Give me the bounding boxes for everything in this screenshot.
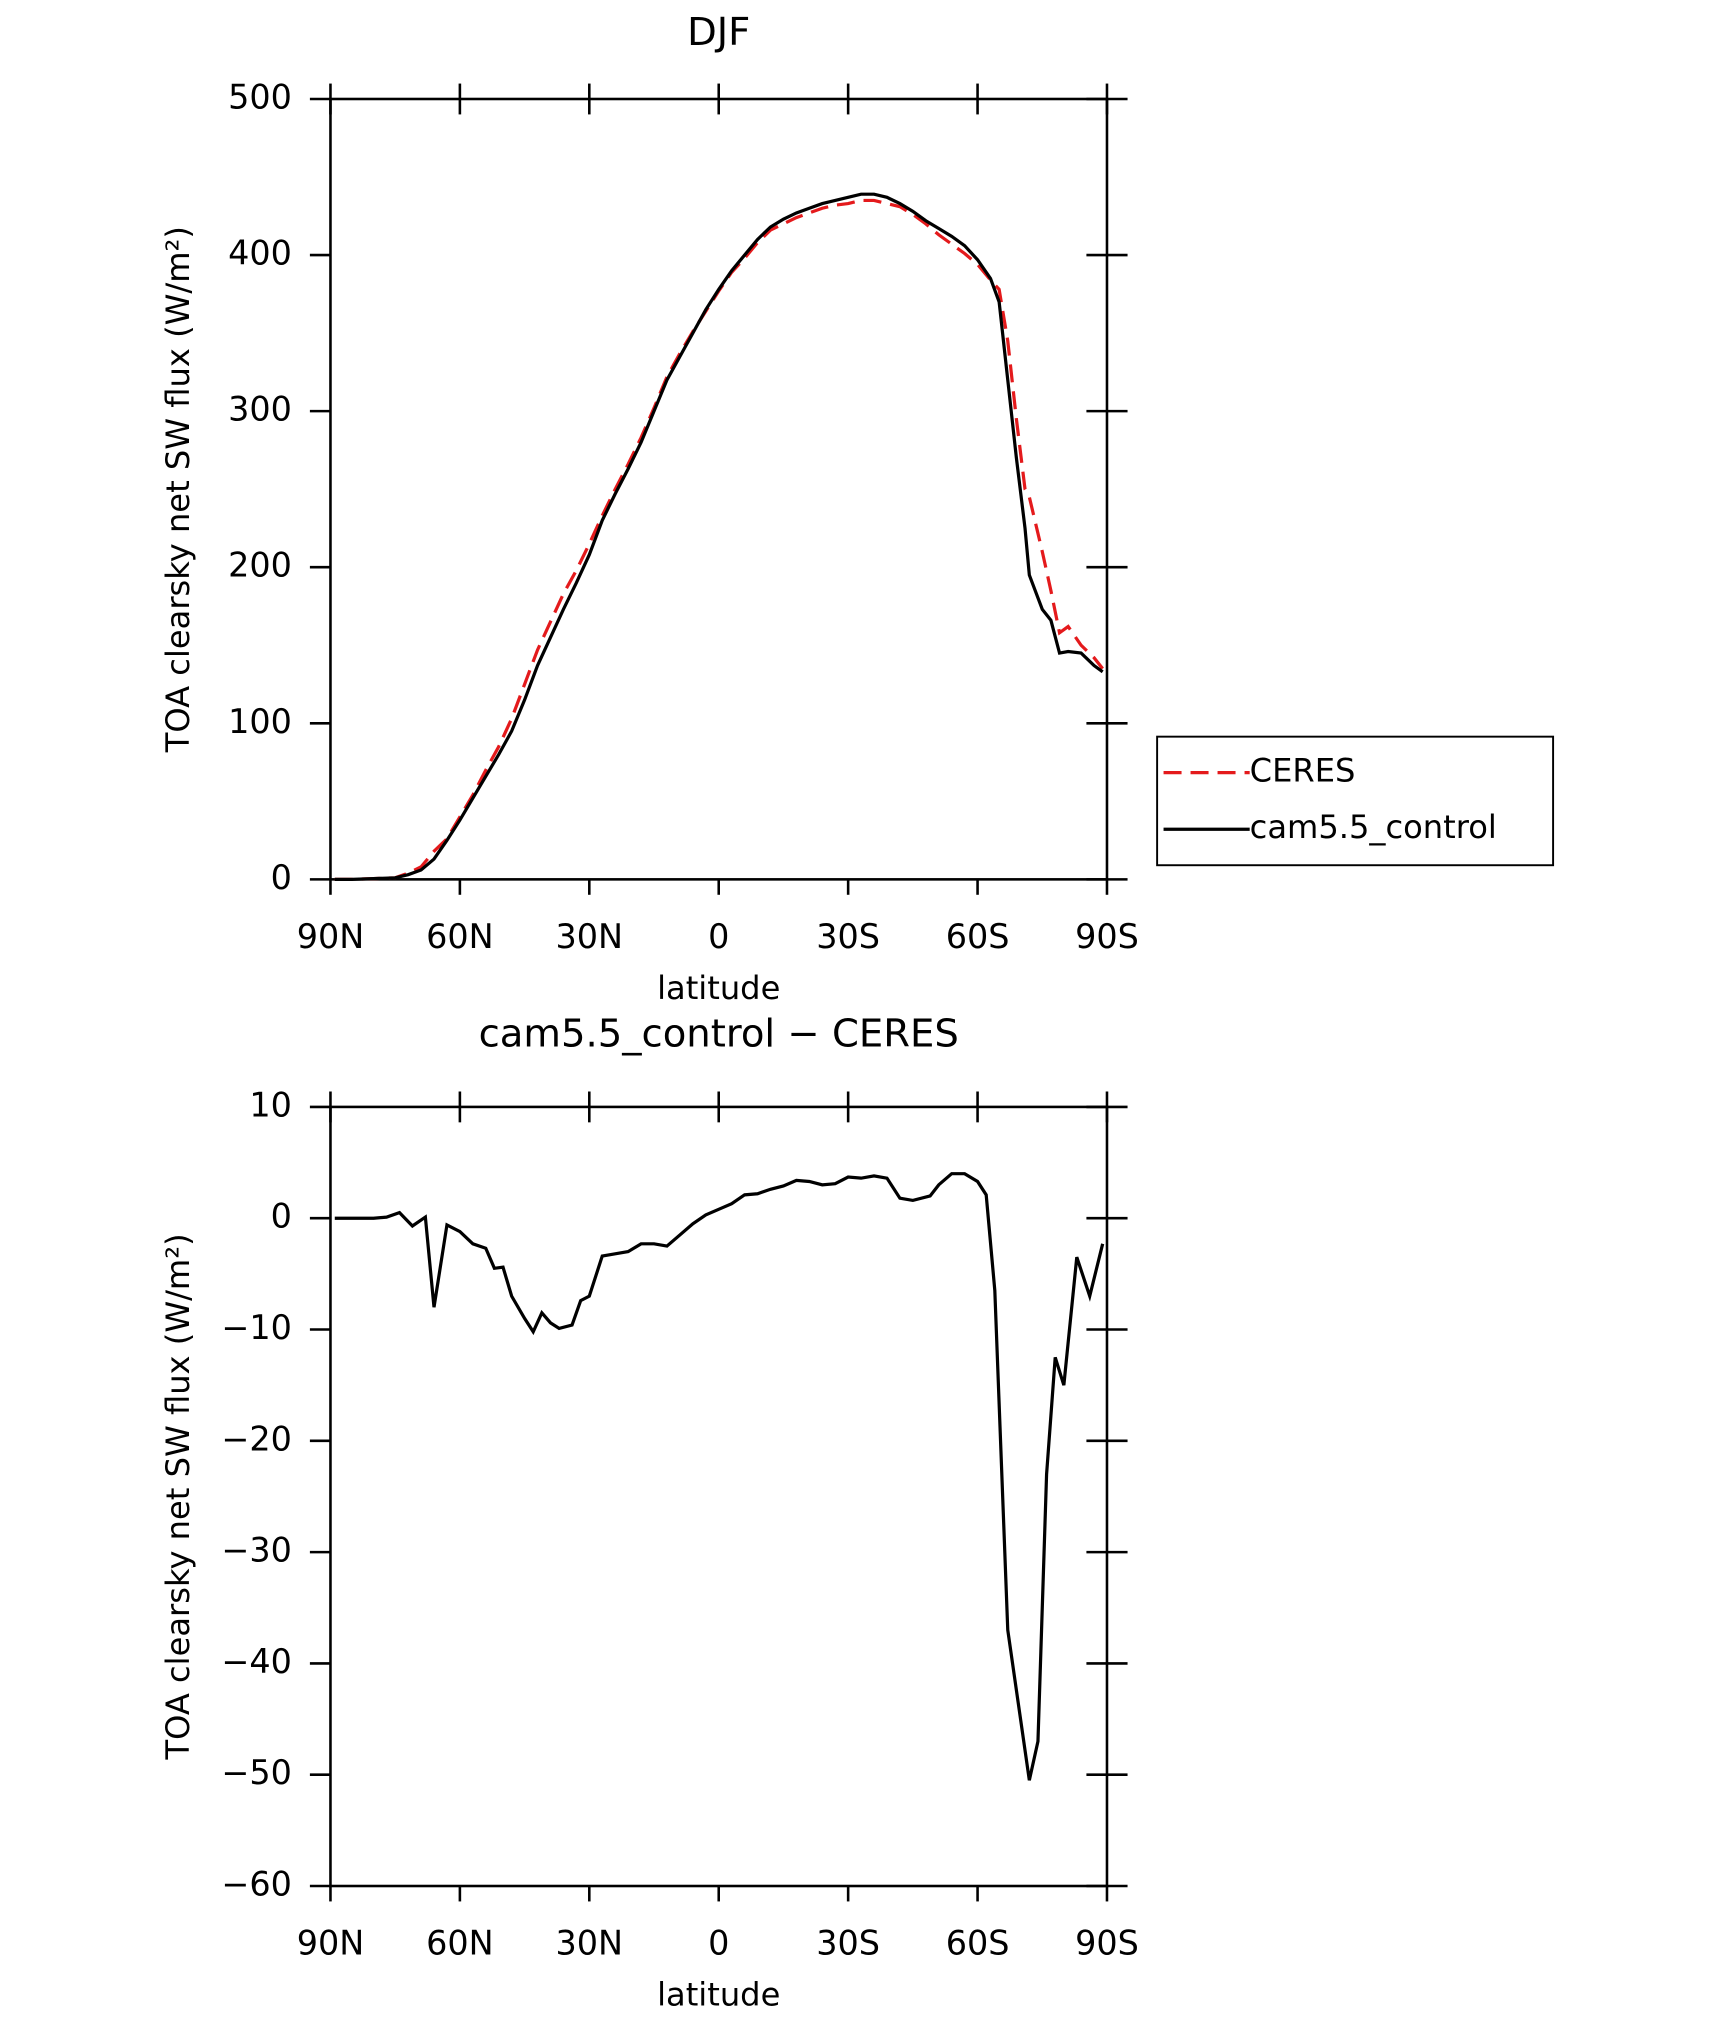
x-tick-label: 60S (946, 917, 1010, 956)
x-tick-label: 60S (946, 1924, 1010, 1963)
y-tick-label: 0 (271, 1197, 292, 1236)
legend-box (1156, 735, 1555, 867)
plot-frame (329, 97, 1109, 881)
y-tick-label: −60 (221, 1865, 291, 1904)
x-tick-label: 90S (1075, 917, 1139, 956)
x-tick-label: 30N (556, 917, 624, 956)
x-tick-label: 0 (708, 917, 729, 956)
y-tick-label: −50 (221, 1753, 291, 1792)
x-tick-label: 30S (816, 917, 880, 956)
x-axis-label: latitude (657, 1976, 780, 2014)
y-tick-label: 10 (249, 1085, 292, 1124)
legend-label: cam5.5_control (1250, 808, 1497, 846)
data-line (334, 192, 1104, 881)
y-tick-label: 200 (228, 546, 292, 585)
x-tick-label: 0 (708, 1924, 729, 1963)
x-tick-label: 90N (297, 1924, 365, 1963)
data-line (334, 198, 1104, 881)
y-tick-label: 400 (228, 234, 292, 273)
data-line (334, 1172, 1105, 1781)
y-axis-label: TOA clearsky net SW flux (W/m²) (159, 1233, 197, 1760)
legend-label: CERES (1250, 752, 1356, 790)
x-tick-label: 30S (816, 1924, 880, 1963)
y-tick-label: 0 (271, 858, 292, 897)
x-tick-label: 60N (426, 1924, 494, 1963)
x-axis-label: latitude (657, 969, 780, 1007)
y-tick-label: −20 (221, 1419, 291, 1458)
y-tick-label: −10 (221, 1308, 291, 1347)
y-tick-label: −40 (221, 1642, 291, 1681)
y-tick-label: 100 (228, 702, 292, 741)
chart-title: cam5.5_control − CERES (479, 1012, 959, 1057)
chart-title: DJF (687, 10, 750, 55)
x-tick-label: 30N (556, 1924, 624, 1963)
y-axis-label: TOA clearsky net SW flux (W/m²) (159, 226, 197, 753)
y-tick-label: 300 (228, 390, 292, 429)
y-tick-label: −30 (221, 1531, 291, 1570)
x-tick-label: 90N (297, 917, 365, 956)
y-tick-label: 500 (228, 77, 292, 116)
x-tick-label: 90S (1075, 1924, 1139, 1963)
x-tick-label: 60N (426, 917, 494, 956)
